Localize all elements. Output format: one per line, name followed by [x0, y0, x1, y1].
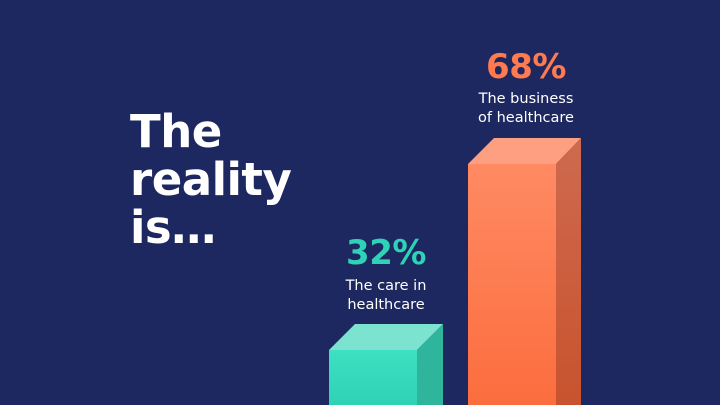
label-line: The care in	[345, 278, 427, 294]
headline: The reality is…	[130, 105, 292, 254]
label-line: healthcare	[347, 297, 425, 313]
bar-care-label: The care in healthcare	[306, 277, 466, 315]
bar-business-label: The business of healthcare	[446, 90, 606, 128]
bar-care	[329, 324, 443, 405]
label-line: The business	[478, 91, 574, 107]
headline-line-3: is…	[130, 201, 216, 254]
bar-business	[468, 138, 581, 405]
headline-line-2: reality	[130, 153, 292, 206]
bar-business-value: 68%	[486, 47, 566, 87]
headline-line-1: The	[130, 105, 222, 158]
bar-care-value: 32%	[346, 233, 426, 273]
label-line: of healthcare	[478, 110, 574, 126]
